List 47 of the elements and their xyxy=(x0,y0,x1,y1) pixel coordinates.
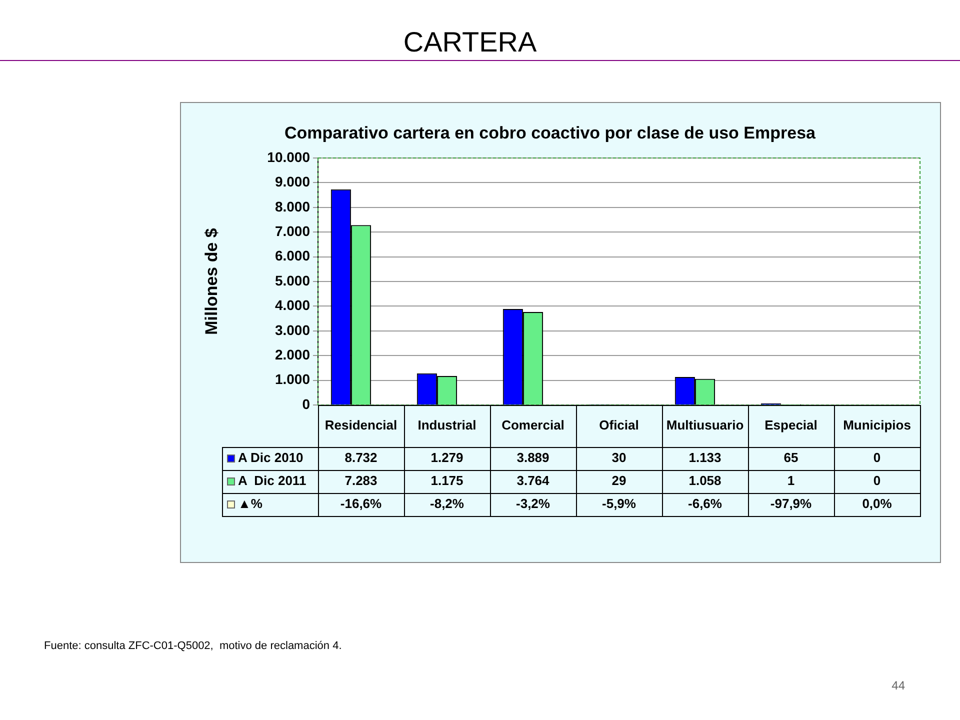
text: -8,2% xyxy=(430,496,464,512)
data-label: 3.764 xyxy=(516,473,550,488)
y-tick-label: 5.000 xyxy=(274,272,310,288)
x-tick-label: Residencial xyxy=(324,418,398,433)
x-tick-label: Municipios xyxy=(843,418,911,433)
y-tick-label: 3.000 xyxy=(274,322,310,338)
chart-title: CARTERA xyxy=(403,26,537,58)
data-label: 30 xyxy=(612,450,626,466)
y-tick-label: 2.000 xyxy=(274,346,310,362)
data-label: 8.732 xyxy=(344,450,378,466)
text: 44 xyxy=(892,678,906,692)
y-axis-title: Millones de $ xyxy=(202,228,221,335)
source-note: Fuente: consulta ZFC-C01-Q5002, motivo de reclamación 4. xyxy=(44,640,342,652)
y-tick-label: 4.000 xyxy=(274,297,310,314)
data-label: 29 xyxy=(612,473,626,488)
legend-label: A Dic 2010 xyxy=(238,450,304,466)
y-tick-label: 6.000 xyxy=(274,248,310,264)
y-tick-label: 7.000 xyxy=(274,222,310,239)
text: -5,9% xyxy=(602,496,636,512)
x-tick-label: Industrial xyxy=(418,418,476,433)
data-label: 65 xyxy=(784,450,798,466)
x-tick-label: Especial xyxy=(764,418,818,433)
text: 0,0% xyxy=(862,496,892,512)
chart-subtitle: Comparativo cartera en cobro coactivo por clase de uso Empresa xyxy=(284,124,816,143)
data-label: 0 xyxy=(873,450,881,466)
data-label: 1.279 xyxy=(430,450,464,466)
y-tick-label: 1.000 xyxy=(274,371,310,388)
legend-label: A Dic 2011 xyxy=(238,473,306,488)
y-tick-label: 0 xyxy=(302,396,310,412)
x-tick-label: Comercial xyxy=(502,418,564,433)
y-tick-label: 9.000 xyxy=(274,174,310,190)
legend-label: ▲% xyxy=(238,496,263,512)
y-tick-label: 8.000 xyxy=(274,198,310,214)
text: -3,2% xyxy=(516,496,550,512)
data-label: 1.058 xyxy=(688,473,722,488)
data-label: 1 xyxy=(787,473,795,488)
data-label: 1.133 xyxy=(688,450,722,466)
x-tick-label: Oficial xyxy=(599,418,639,433)
data-label: 3.889 xyxy=(516,450,550,466)
text: -6,6% xyxy=(688,496,722,512)
data-label: 0 xyxy=(873,473,881,488)
data-label: 1.175 xyxy=(430,473,464,488)
y-tick-label: 10.000 xyxy=(267,148,310,165)
text: -16,6% xyxy=(340,496,382,512)
x-tick-label: Multiusuario xyxy=(666,418,744,433)
text: -97,9% xyxy=(770,496,812,512)
data-label: 7.283 xyxy=(344,473,378,488)
